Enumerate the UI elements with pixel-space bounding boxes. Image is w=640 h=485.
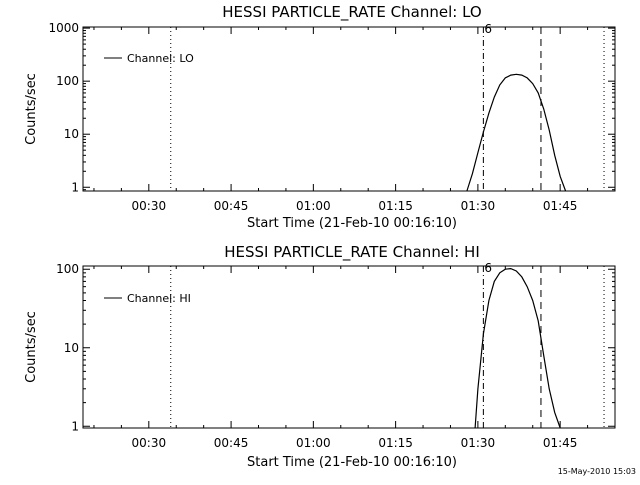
plot-area-frame-hi — [82, 265, 616, 429]
legend-hi: Channel: HI — [104, 292, 191, 305]
x-tick-label: 01:15 — [378, 436, 413, 450]
chart-panel-hi: HESSI PARTICLE_RATE Channel: HI 00:30 00:… — [24, 243, 616, 470]
axis-ticks-hi: 00:30 00:45 01:00 01:15 01:30 01:45 1 10 100 — [56, 262, 616, 450]
x-tick-label: 01:00 — [296, 199, 331, 213]
chart-title-hi: HESSI PARTICLE_RATE Channel: HI — [224, 243, 480, 262]
y-tick-label: 10 — [64, 341, 79, 355]
marker-label-hi: 6 — [484, 261, 492, 275]
x-axis-label-hi: Start Time (21-Feb-10 00:16:10) — [247, 455, 457, 470]
data-series-hi — [474, 267, 561, 429]
footer-timestamp: 15-May-2010 15:03 — [558, 467, 636, 476]
y-axis-label-hi: Counts/sec — [24, 311, 39, 383]
x-tick-label: 01:15 — [378, 199, 413, 213]
x-tick-label: 00:45 — [214, 436, 249, 450]
y-tick-label: 1000 — [48, 21, 79, 35]
data-series-lo — [466, 73, 567, 192]
legend-label-hi: Channel: HI — [127, 292, 191, 305]
x-tick-label: 00:30 — [132, 199, 167, 213]
y-axis-label-lo: Counts/sec — [24, 73, 39, 145]
marker-lines-lo — [170, 27, 605, 191]
x-tick-label: 01:00 — [296, 436, 331, 450]
chart-title-lo: HESSI PARTICLE_RATE Channel: LO — [222, 3, 481, 22]
x-tick-label: 00:30 — [132, 436, 167, 450]
chart-panel-lo: HESSI PARTICLE_RATE Channel: LO 00:30 00:… — [24, 3, 616, 231]
axis-ticks-lo: 00:30 00:45 01:00 01:15 01:30 01:45 1 10 100 1000 — [48, 21, 616, 213]
marker-label-lo: 6 — [484, 22, 492, 36]
y-tick-label: 1 — [71, 419, 79, 433]
x-tick-label: 01:30 — [461, 436, 496, 450]
x-tick-label: 00:45 — [214, 199, 249, 213]
marker-lines-hi — [170, 266, 605, 428]
legend-label-lo: Channel: LO — [127, 52, 194, 65]
x-axis-label-lo: Start Time (21-Feb-10 00:16:10) — [247, 216, 457, 231]
y-tick-label: 10 — [64, 127, 79, 141]
x-tick-label: 01:45 — [543, 199, 578, 213]
y-tick-label: 100 — [56, 74, 79, 88]
y-tick-label: 1 — [71, 180, 79, 194]
x-tick-label: 01:45 — [543, 436, 578, 450]
legend-lo: Channel: LO — [104, 52, 194, 65]
y-tick-label: 100 — [56, 262, 79, 276]
x-tick-label: 01:30 — [461, 199, 496, 213]
